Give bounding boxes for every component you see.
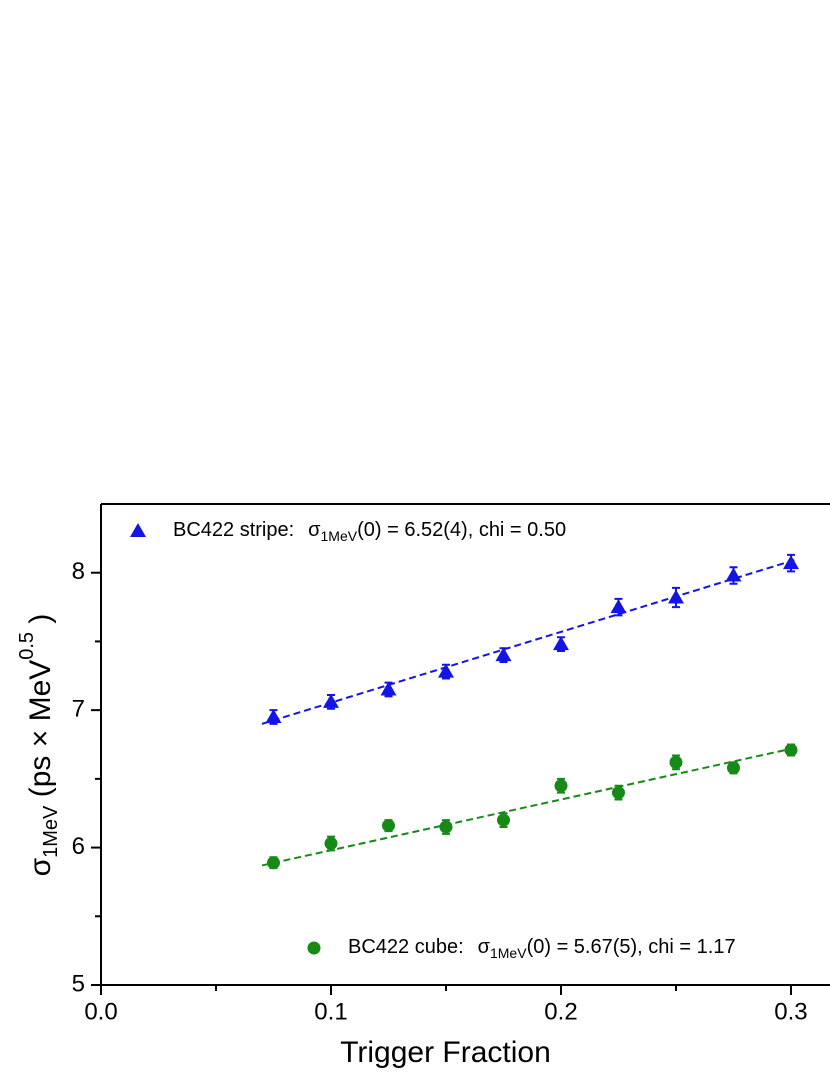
y-axis-label-part: 1MeV bbox=[40, 805, 62, 858]
legend-fit-text: (0) = 5.67(5), chi = 1.17 bbox=[527, 936, 736, 958]
triangle-marker bbox=[495, 647, 512, 662]
x-tick-label: 0.2 bbox=[544, 998, 577, 1025]
legend-fit-subscript: 1MeV bbox=[321, 528, 358, 544]
fit-line bbox=[261, 558, 799, 725]
legend-name: BC422 stripe: bbox=[173, 519, 294, 541]
fit-line bbox=[261, 746, 799, 867]
y-tick-label: 6 bbox=[72, 833, 85, 860]
x-tick-label: 0.1 bbox=[314, 998, 347, 1025]
x-tick-label: 0.3 bbox=[774, 998, 807, 1025]
legend-label: BC422 stripe: σ1MeV(0) = 6.52(4), chi = 0… bbox=[173, 519, 566, 543]
y-axis-label-part: 0.5 bbox=[16, 632, 38, 660]
circle-marker bbox=[726, 761, 740, 775]
y-tick-label: 7 bbox=[72, 695, 85, 722]
x-axis-label: Trigger Fraction bbox=[340, 1036, 551, 1069]
circle-marker bbox=[554, 779, 568, 793]
circle-marker bbox=[324, 836, 338, 850]
circle-marker bbox=[266, 856, 280, 870]
triangle-marker bbox=[610, 599, 627, 614]
y-tick-label: 8 bbox=[72, 558, 85, 585]
legend-name: BC422 cube: bbox=[348, 936, 464, 958]
triangle-marker bbox=[265, 709, 282, 724]
circle-marker bbox=[381, 819, 395, 833]
legend-fit-text: (0) = 6.52(4), chi = 0.50 bbox=[357, 519, 566, 541]
triangle-marker bbox=[437, 663, 454, 678]
legend-entry: BC422 cube: σ1MeV(0) = 5.67(5), chi = 1.1… bbox=[307, 936, 736, 961]
legend-fit-subscript: 1MeV bbox=[490, 945, 527, 961]
triangle-marker bbox=[322, 693, 339, 708]
triangle-marker bbox=[782, 555, 799, 570]
circle-marker bbox=[669, 755, 683, 769]
triangle-marker bbox=[667, 589, 684, 604]
circle-marker bbox=[611, 786, 625, 800]
y-axis-label-part: σ bbox=[24, 857, 57, 876]
triangle-marker bbox=[380, 681, 397, 696]
legend-entry: BC422 stripe: σ1MeV(0) = 6.52(4), chi = 0… bbox=[130, 519, 566, 544]
legend-fit-symbol: σ bbox=[478, 936, 491, 958]
y-tick-label: 5 bbox=[72, 970, 85, 997]
circle-marker bbox=[439, 820, 453, 834]
legend-label: BC422 cube: σ1MeV(0) = 5.67(5), chi = 1.1… bbox=[348, 936, 736, 960]
circle-marker bbox=[784, 743, 798, 757]
legend-fit-symbol: σ bbox=[308, 519, 321, 541]
circle-marker bbox=[496, 813, 510, 827]
x-tick-label: 0.0 bbox=[84, 998, 117, 1025]
legend-marker bbox=[130, 523, 146, 537]
triangle-marker bbox=[725, 567, 742, 582]
y-axis-label-part: ) bbox=[24, 614, 57, 632]
legend-marker bbox=[307, 941, 321, 955]
triangle-marker bbox=[552, 636, 569, 651]
y-axis-label: σ1MeV (ps × MeV0.5 ) bbox=[16, 614, 62, 877]
y-axis-label-part: (ps × MeV bbox=[24, 660, 57, 806]
